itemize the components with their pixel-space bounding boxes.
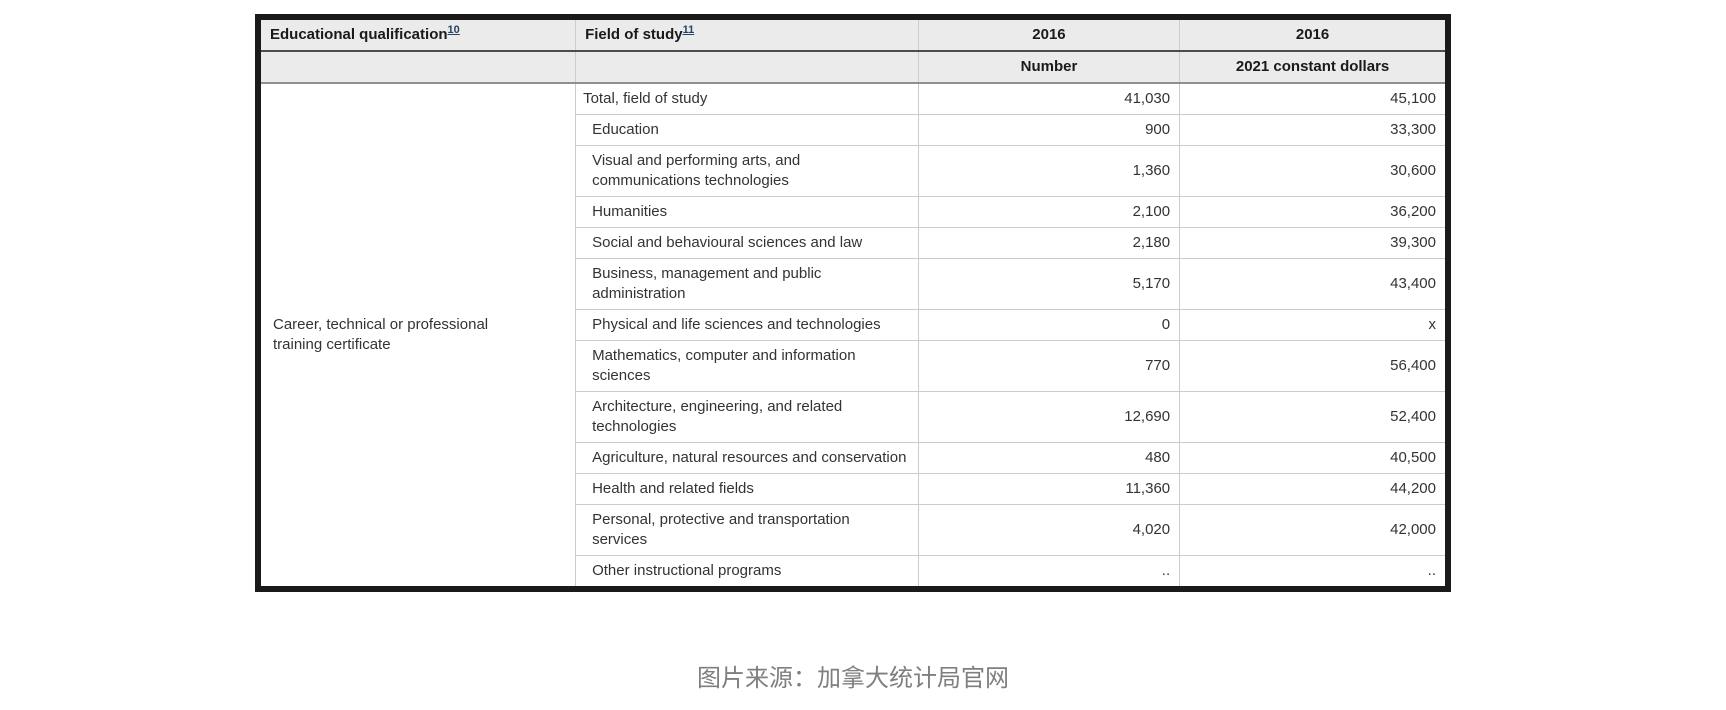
header-blank-cell-1 <box>257 50 577 84</box>
col-header-year-number: 2016 <box>917 16 1181 52</box>
field-of-study-cell: Physical and life sciences and technolog… <box>575 309 919 341</box>
constant-dollars-value-cell: 43,400 <box>1179 258 1449 310</box>
field-of-study-cell: Mathematics, computer and information sc… <box>575 340 919 392</box>
table-row: Other instructional programs.... <box>258 555 1449 590</box>
number-value-cell: 2,180 <box>917 227 1181 259</box>
number-value-cell: 4,020 <box>917 504 1181 556</box>
table-row: Mathematics, computer and information sc… <box>258 340 1449 392</box>
table-row: Personal, protective and transportation … <box>258 504 1449 556</box>
number-value-cell: 770 <box>917 340 1181 392</box>
number-value-cell: 41,030 <box>917 82 1181 115</box>
table-body: Career, technical or professional traini… <box>257 82 1449 590</box>
col-header-educational-qualification: Educational qualification10 <box>257 16 577 52</box>
table-row: Visual and performing arts, and communic… <box>258 145 1449 197</box>
field-of-study-cell: Business, management and public administ… <box>575 258 919 310</box>
field-of-study-cell: Humanities <box>575 196 919 228</box>
educational-qualification-cell: Career, technical or professional traini… <box>257 82 577 590</box>
constant-dollars-value-cell: x <box>1179 309 1449 341</box>
table-row: Humanities 2,100 36,200 <box>258 196 1449 228</box>
field-of-study-cell: Agriculture, natural resources and conse… <box>575 442 919 474</box>
table-row: Social and behavioural sciences and law 2… <box>258 227 1449 259</box>
constant-dollars-value-cell: 45,100 <box>1179 82 1449 115</box>
col-header-educational-qualification-label: Educational qualification <box>270 26 448 43</box>
table-row: Education 900 33,300 <box>258 114 1449 146</box>
col-subheader-constant-dollars: 2021 constant dollars <box>1179 50 1449 84</box>
field-of-study-cell: Personal, protective and transportation … <box>575 504 919 556</box>
constant-dollars-value-cell: 42,000 <box>1179 504 1449 556</box>
constant-dollars-value-cell: 30,600 <box>1179 145 1449 197</box>
statistics-table: Educational qualification10 Field of stu… <box>255 14 1451 592</box>
statistics-table-container: Educational qualification10 Field of stu… <box>255 14 1451 592</box>
number-value-cell: 11,360 <box>917 473 1181 505</box>
table-row: Health and related fields 11,360 44,200 <box>258 473 1449 505</box>
col-header-field-of-study: Field of study11 <box>575 16 919 52</box>
constant-dollars-value-cell: .. <box>1179 555 1449 590</box>
constant-dollars-value-cell: 44,200 <box>1179 473 1449 505</box>
field-of-study-cell: Total, field of study <box>575 82 919 115</box>
number-value-cell: 900 <box>917 114 1181 146</box>
col-header-year-dollars: 2016 <box>1179 16 1449 52</box>
field-of-study-cell: Other instructional programs <box>575 555 919 590</box>
footnote-11-link[interactable]: 11 <box>682 24 695 36</box>
number-value-cell: 1,360 <box>917 145 1181 197</box>
constant-dollars-value-cell: 56,400 <box>1179 340 1449 392</box>
field-of-study-cell: Education <box>575 114 919 146</box>
number-value-cell: 480 <box>917 442 1181 474</box>
constant-dollars-value-cell: 33,300 <box>1179 114 1449 146</box>
number-value-cell: 0 <box>917 309 1181 341</box>
table-row: Business, management and public administ… <box>258 258 1449 310</box>
header-row-sub: Number 2021 constant dollars <box>257 50 1449 84</box>
header-blank-cell-2 <box>575 50 919 84</box>
col-header-field-of-study-label: Field of study <box>585 26 683 43</box>
constant-dollars-value-cell: 36,200 <box>1179 196 1449 228</box>
image-source-caption: 图片来源：加拿大统计局官网 <box>697 665 1009 692</box>
number-value-cell: .. <box>917 555 1181 590</box>
header-row-top: Educational qualification10 Field of stu… <box>257 16 1449 52</box>
number-value-cell: 12,690 <box>917 391 1181 443</box>
educational-qualification-text: Career, technical or professional traini… <box>273 316 489 353</box>
col-subheader-number: Number <box>917 50 1181 84</box>
footnote-10-link[interactable]: 10 <box>447 24 460 36</box>
constant-dollars-value-cell: 39,300 <box>1179 227 1449 259</box>
field-of-study-cell: Social and behavioural sciences and law <box>575 227 919 259</box>
number-value-cell: 5,170 <box>917 258 1181 310</box>
field-of-study-cell: Health and related fields <box>575 473 919 505</box>
table-row: Career, technical or professional traini… <box>257 82 1449 590</box>
table-header: Educational qualification10 Field of stu… <box>257 16 1449 84</box>
constant-dollars-value-cell: 40,500 <box>1179 442 1449 474</box>
field-of-study-cell: Visual and performing arts, and communic… <box>575 145 919 197</box>
number-value-cell: 2,100 <box>917 196 1181 228</box>
table-row: Agriculture, natural resources and conse… <box>258 442 1449 474</box>
constant-dollars-value-cell: 52,400 <box>1179 391 1449 443</box>
field-of-study-cell: Architecture, engineering, and related t… <box>575 391 919 443</box>
